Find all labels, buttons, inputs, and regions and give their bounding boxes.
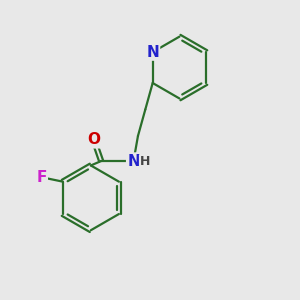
Text: H: H [140, 155, 150, 168]
Text: F: F [36, 170, 47, 185]
Text: O: O [87, 132, 100, 147]
Text: N: N [127, 154, 140, 169]
Text: N: N [146, 45, 159, 60]
